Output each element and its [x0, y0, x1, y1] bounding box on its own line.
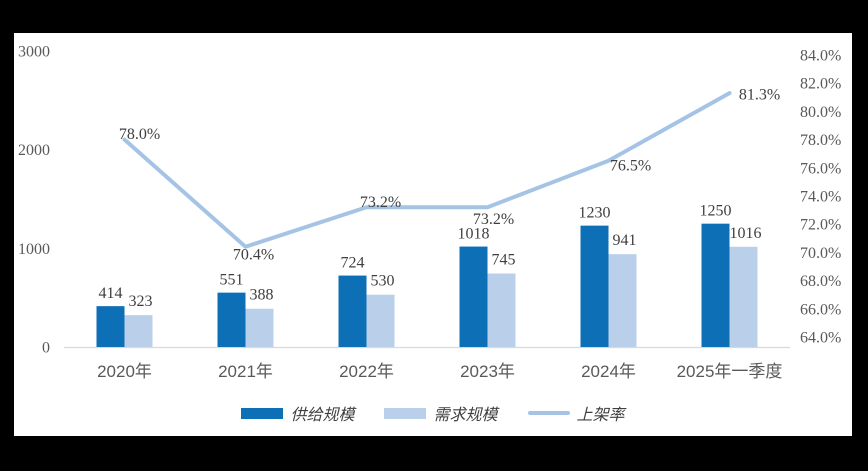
- legend-swatch-demand-icon: [384, 407, 427, 419]
- bar-label-demand-1: 388: [250, 287, 274, 304]
- bar-label-supply-5: 1250: [700, 203, 732, 220]
- bar-demand-1: [245, 308, 274, 347]
- left-axis-tick: 3000: [18, 44, 50, 61]
- rate-label-1: 70.4%: [233, 246, 274, 263]
- x-axis-label-1: 2021年: [218, 362, 273, 381]
- right-axis-tick: 64.0%: [800, 330, 841, 347]
- right-axis-tick: 76.0%: [800, 160, 841, 177]
- bar-label-supply-2: 724: [341, 255, 365, 272]
- chart-panel: 3000 2000 1000 0 84.0% 82.0% 80.0% 78.0% 76.0% 74…: [14, 33, 852, 436]
- bar-supply-4: [580, 225, 609, 347]
- right-axis-tick: 80.0%: [800, 104, 841, 121]
- right-axis-tick: 70.0%: [800, 245, 841, 262]
- legend-item-supply: 供给规模: [241, 401, 354, 425]
- right-axis-tick: 74.0%: [800, 189, 841, 206]
- bar-supply-5: [701, 223, 730, 347]
- left-axis-tick: 0: [42, 340, 50, 357]
- bar-label-demand-4: 941: [613, 232, 637, 249]
- right-axis-tick: 82.0%: [800, 76, 841, 93]
- bar-supply-2: [338, 275, 367, 347]
- bar-label-demand-0: 323: [129, 293, 153, 310]
- x-axis-label-4: 2024年: [581, 362, 636, 381]
- bar-label-demand-2: 530: [371, 273, 395, 290]
- right-axis-tick: 72.0%: [800, 217, 841, 234]
- bar-supply-1: [217, 292, 246, 347]
- bar-supply-3: [459, 246, 488, 347]
- bar-label-demand-3: 745: [492, 251, 516, 268]
- bar-label-supply-4: 1230: [579, 205, 611, 222]
- right-axis-tick: 78.0%: [800, 132, 841, 149]
- rate-label-4: 76.5%: [610, 157, 651, 174]
- right-axis-tick: 66.0%: [800, 301, 841, 318]
- bar-demand-3: [487, 273, 516, 347]
- legend-label-rate: 上架率: [576, 407, 625, 424]
- bar-label-supply-1: 551: [220, 272, 244, 289]
- left-axis-tick: 2000: [18, 142, 50, 159]
- bar-demand-5: [729, 246, 758, 347]
- rate-label-3: 73.2%: [473, 211, 514, 228]
- combo-chart: 3000 2000 1000 0 84.0% 82.0% 80.0% 78.0% 76.0% 74…: [18, 44, 841, 382]
- rate-label-0: 78.0%: [119, 126, 160, 143]
- rate-line: [122, 91, 732, 249]
- legend-swatch-rate-line-icon: [527, 411, 570, 415]
- bar-label-supply-0: 414: [99, 285, 123, 302]
- legend-item-demand: 需求规模: [384, 401, 498, 425]
- bar-demand-2: [366, 294, 395, 347]
- legend-label-supply: 供给规模: [290, 407, 355, 424]
- x-axis-label-2: 2022年: [339, 362, 394, 381]
- bar-label-supply-3: 1018: [458, 226, 490, 243]
- rate-label-2: 73.2%: [360, 194, 401, 211]
- x-axis-label-0: 2020年: [97, 362, 152, 381]
- legend-swatch-supply-icon: [241, 407, 284, 419]
- x-axis-label-5: 2025年一季度: [677, 362, 783, 381]
- bar-demand-4: [608, 254, 637, 347]
- right-axis-tick: 68.0%: [800, 273, 841, 290]
- x-axis-label-3: 2023年: [460, 362, 515, 381]
- bar-label-demand-5: 1016: [730, 225, 762, 242]
- legend-label-demand: 需求规模: [433, 407, 498, 424]
- rate-label-5: 81.3%: [739, 87, 780, 104]
- bar-demand-0: [124, 315, 153, 347]
- right-axis-tick: 84.0%: [800, 48, 841, 65]
- left-axis-tick: 1000: [18, 241, 50, 258]
- bar-supply-0: [96, 306, 125, 347]
- legend-item-rate: 上架率: [527, 401, 625, 425]
- chart-legend: 供给规模 需求规模 上架率: [14, 401, 852, 425]
